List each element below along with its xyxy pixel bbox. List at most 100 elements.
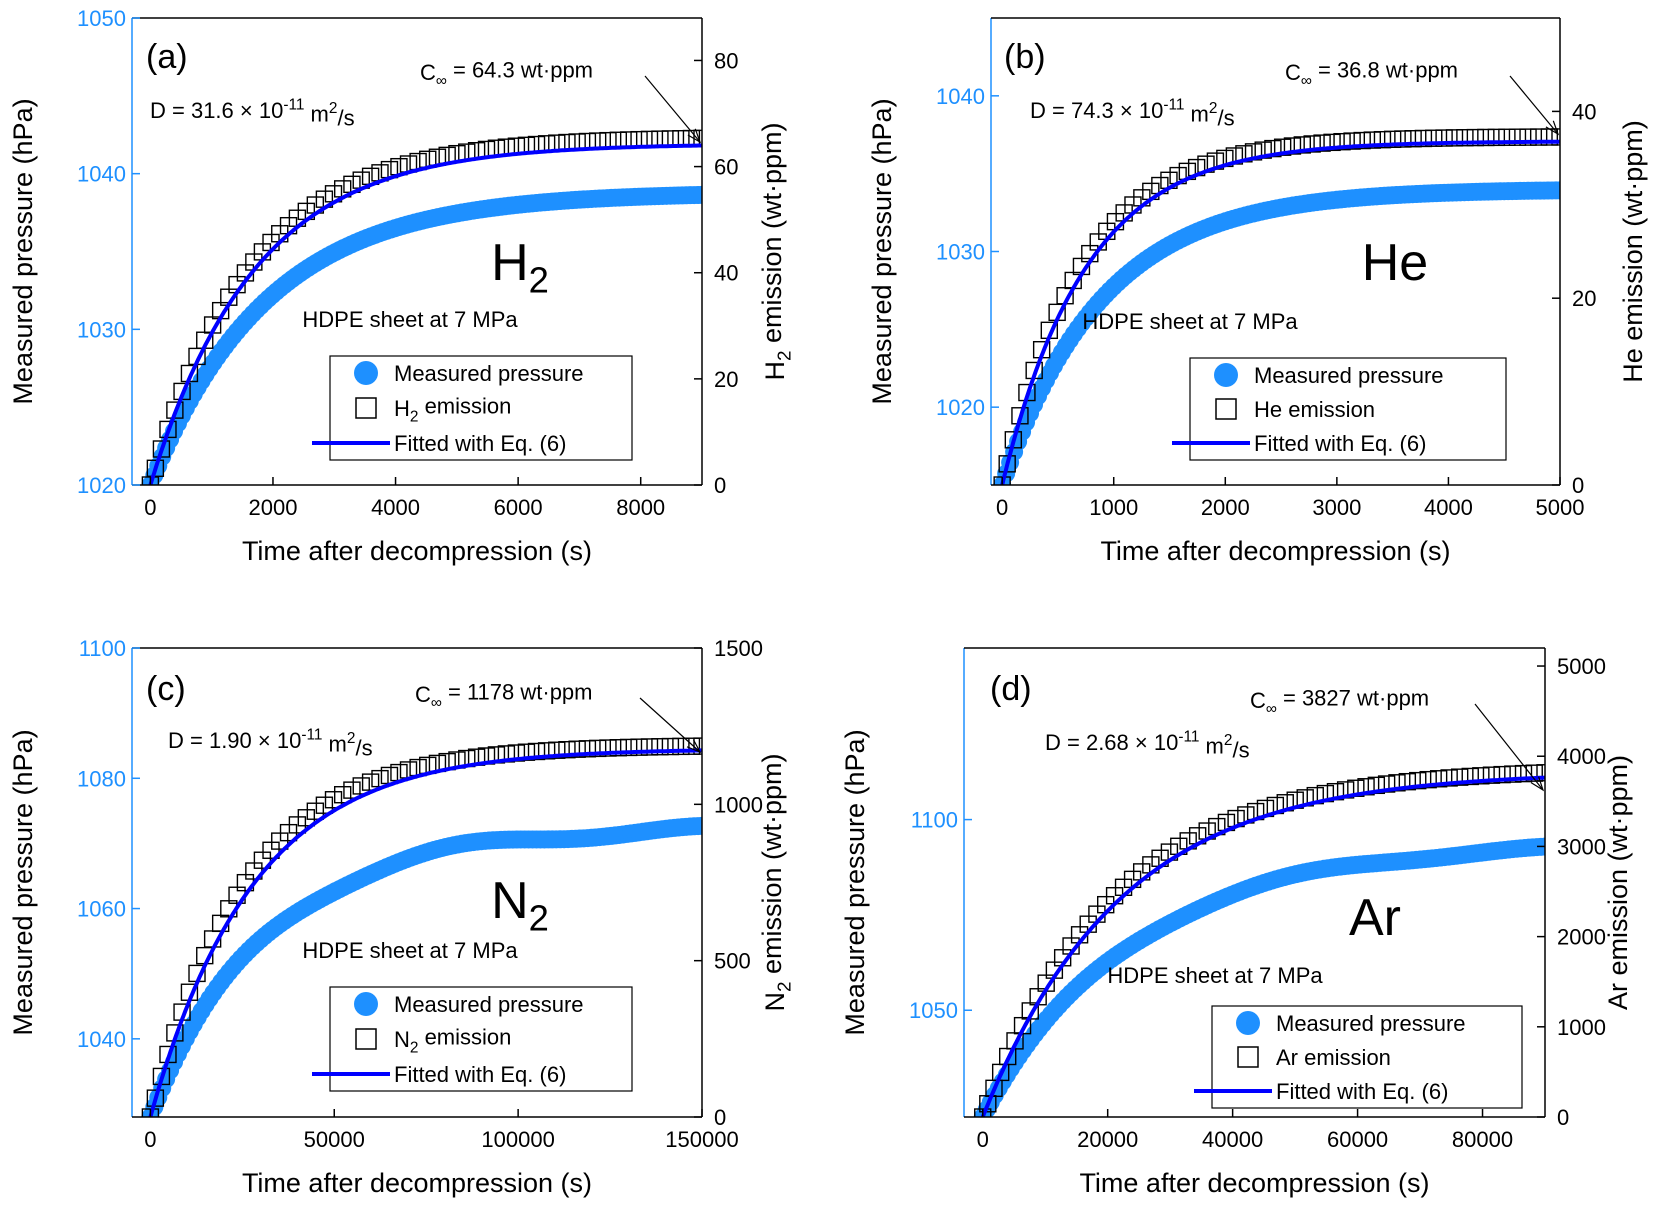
emission-point <box>1456 129 1474 147</box>
panel-label: (b) <box>1004 38 1046 76</box>
plot-area <box>141 129 702 485</box>
x-axis-label: Time after decompression (s) <box>1079 1168 1429 1198</box>
text-run: C <box>415 682 431 707</box>
emission-point <box>1525 764 1543 782</box>
emission-point <box>1498 128 1516 146</box>
text-run: D = 74.3 × 10 <box>1030 98 1163 123</box>
sample-condition-text: HDPE sheet at 7 MPa <box>1107 963 1323 988</box>
emission-point <box>1450 768 1469 786</box>
emission-point <box>1425 129 1443 147</box>
text-run: emission <box>418 394 511 419</box>
x-tick-label: 50000 <box>304 1127 365 1152</box>
pressure-point <box>693 185 702 204</box>
y-left-tick-label: 1050 <box>77 6 126 31</box>
panel-label: (a) <box>146 38 188 76</box>
y-right-tick-label: 0 <box>714 1105 726 1130</box>
plot-area <box>993 128 1560 485</box>
fit-line <box>1000 139 1560 485</box>
x-axis-label: Time after decompression (s) <box>1100 536 1450 566</box>
legend-item-label: Measured pressure <box>394 361 584 386</box>
emission-point <box>1508 128 1527 146</box>
emission-point <box>682 737 701 755</box>
fit-line <box>148 143 702 485</box>
x-tick-label: 0 <box>144 495 156 520</box>
subscript-text: 2 <box>775 982 796 993</box>
saturation-concentration-text: C∞ = 36.8 wt·ppm <box>1285 58 1458 90</box>
y-right-axis-label: He emission (wt·ppm) <box>1618 120 1648 383</box>
y-left-axis-label: Measured pressure (hPa) <box>8 98 38 404</box>
y-left-tick-label: 1100 <box>79 636 126 661</box>
text-run: emission (wt·ppm) <box>757 753 787 981</box>
text-run: N <box>491 872 529 930</box>
emission-point <box>1363 131 1382 149</box>
y-right-tick-label: 2000 <box>1557 925 1606 950</box>
text-run: /s <box>1217 105 1234 130</box>
subscript-text: ∞ <box>1266 700 1277 717</box>
emission-point <box>1519 128 1537 146</box>
subscript-text: 2 <box>410 1039 419 1056</box>
chart-panel-a: 0 2000 4000 6000 8000 1020 1030 1040 1050 0 20 40 60… <box>8 6 796 566</box>
subscript-text: ∞ <box>436 72 447 89</box>
y-right-tick-label: 40 <box>714 261 738 286</box>
text-run: = 1178 wt·ppm <box>442 680 593 705</box>
y-left-tick-label: 1020 <box>77 473 126 498</box>
y-left-tick-label: 1060 <box>77 897 126 922</box>
subscript-text: 2 <box>529 260 549 301</box>
emission-point <box>527 742 546 761</box>
y-right-tick-label: 20 <box>1572 286 1596 311</box>
text-run: D = 1.90 × 10 <box>168 728 301 753</box>
emission-point <box>568 740 586 758</box>
y-left-tick-label: 1050 <box>909 998 958 1023</box>
diffusion-coefficient-text: D = 74.3 × 10-11 m2/s <box>1030 97 1235 131</box>
pressure-point <box>693 816 702 835</box>
text-run: = 64.3 wt·ppm <box>447 58 593 83</box>
annotation-arrow-line <box>1474 703 1544 791</box>
text-run: H <box>760 361 790 381</box>
text-run: /s <box>337 105 354 130</box>
text-run: Ar emission <box>1276 1045 1391 1070</box>
diffusion-coefficient-text: D = 31.6 × 10-11 m2/s <box>150 97 355 131</box>
y-right-axis-label: Ar emission (wt·ppm) <box>1603 755 1633 1010</box>
text-run: /s <box>1232 737 1249 762</box>
text-run: m <box>1199 734 1223 759</box>
emission-point <box>672 737 690 756</box>
legend: Measured pressure H2 emission Fitted with … <box>312 355 633 461</box>
text-run: N <box>394 1027 410 1052</box>
emission-point <box>297 809 316 827</box>
text-run: /s <box>355 735 372 760</box>
text-run: Measured pressure <box>1276 1011 1466 1036</box>
y-left-tick-label: 1080 <box>77 766 126 791</box>
y-right-tick-label: 1000 <box>714 792 763 817</box>
emission-point <box>1293 136 1311 154</box>
legend-item-label: He emission <box>1254 397 1375 422</box>
emission-point <box>1493 765 1511 784</box>
emission-point <box>343 781 361 799</box>
emission-point <box>352 777 370 795</box>
legend-item-label: Measured pressure <box>1276 1011 1466 1036</box>
text-run: Fitted with Eq. (6) <box>394 431 566 456</box>
legend: Measured pressure N2 emission Fitted with … <box>312 986 633 1092</box>
y-right-tick-label: 0 <box>1572 473 1584 498</box>
legend-item-label: Measured pressure <box>394 992 584 1017</box>
text-run: He emission <box>1254 397 1375 422</box>
emission-point <box>578 740 597 758</box>
x-tick-label: 3000 <box>1312 495 1361 520</box>
superscript-text: -11 <box>1178 729 1199 746</box>
y-left-axis-label: Measured pressure (hPa) <box>867 98 897 404</box>
diffusion-coefficient-text: D = 1.90 × 10-11 m2/s <box>168 727 373 761</box>
text-run: C <box>420 60 436 85</box>
legend-marker-circle <box>354 992 378 1016</box>
y-right-tick-label: 20 <box>714 367 738 392</box>
annotation-arrow-line <box>639 697 701 753</box>
y-left-axis-label: Measured pressure (hPa) <box>8 729 38 1035</box>
emission-point <box>1487 128 1506 147</box>
text-run: Fitted with Eq. (6) <box>394 1062 566 1087</box>
emission-point <box>517 743 536 761</box>
text-run: Fitted with Eq. (6) <box>1276 1079 1448 1104</box>
sample-condition-text: HDPE sheet at 7 MPa <box>1082 309 1298 334</box>
panel-label: (c) <box>146 670 186 708</box>
y-left-tick-label: 1020 <box>936 395 985 420</box>
emission-point <box>1445 129 1464 147</box>
text-run: D = 31.6 × 10 <box>150 98 283 123</box>
legend-item-label: Ar emission <box>1276 1045 1391 1070</box>
